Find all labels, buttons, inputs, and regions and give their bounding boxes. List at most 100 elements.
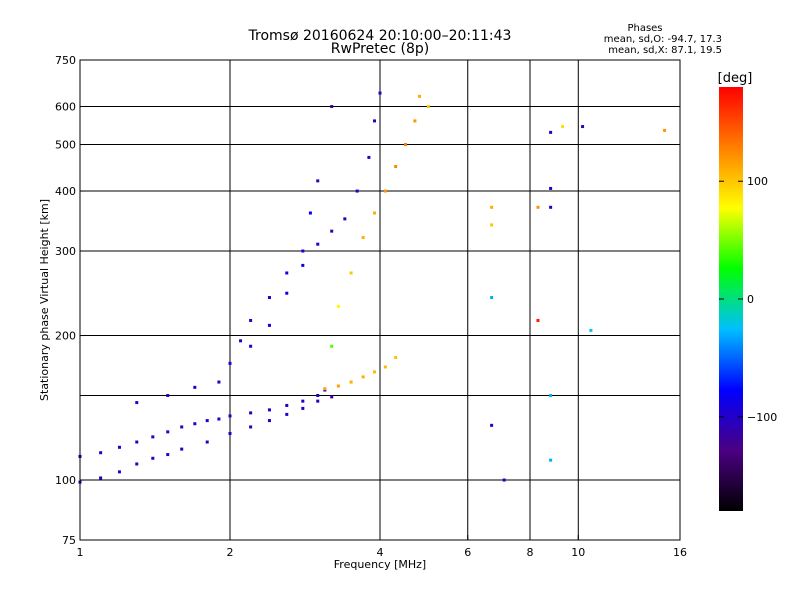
data-point: [549, 394, 553, 398]
data-point: [383, 189, 387, 193]
data-point: [267, 323, 271, 327]
data-point: [166, 453, 170, 457]
data-point: [330, 344, 334, 348]
data-point: [267, 296, 271, 300]
data-point: [581, 125, 585, 129]
data-point: [589, 328, 593, 332]
data-point: [561, 125, 565, 129]
data-point: [330, 105, 334, 109]
data-point: [367, 155, 371, 159]
data-point: [308, 211, 312, 215]
data-point: [426, 105, 430, 109]
y-axis-label: Stationary phase Virtual Height [km]: [38, 199, 51, 401]
y-tick-label: 75: [62, 534, 76, 547]
x-axis-label: Frequency [MHz]: [334, 558, 426, 571]
colorbar-unit-label: [deg]: [718, 71, 753, 86]
data-point: [285, 403, 289, 407]
data-point: [663, 128, 667, 132]
data-point: [285, 271, 289, 275]
x-tick-label: 10: [571, 546, 585, 559]
data-point: [180, 425, 184, 429]
data-point: [267, 419, 271, 423]
data-point: [301, 249, 305, 253]
data-point: [135, 401, 139, 405]
data-point: [549, 205, 553, 209]
data-point: [99, 476, 103, 480]
data-point: [301, 263, 305, 267]
data-point: [536, 205, 540, 209]
colorbar-tick-label: 100: [747, 175, 768, 188]
data-point: [117, 470, 121, 474]
data-point: [394, 355, 398, 359]
phase-stats-x-mode: mean, sd,X: 87.1, 19.5: [608, 45, 722, 56]
data-point: [490, 205, 494, 209]
phase-stats-o-mode: mean, sd,O: -94.7, 17.3: [604, 34, 722, 45]
data-point: [361, 236, 365, 240]
colorbar-tick-label: 0: [747, 293, 754, 306]
data-point: [316, 394, 320, 398]
data-point: [301, 399, 305, 403]
chart-subtitle: RwPretec (8p): [331, 41, 429, 57]
data-point: [336, 304, 340, 308]
data-point: [549, 186, 553, 190]
data-point: [373, 119, 377, 123]
data-point: [249, 425, 253, 429]
data-point: [378, 91, 382, 95]
data-point: [361, 375, 365, 379]
x-tick-label: 2: [227, 546, 234, 559]
data-point: [490, 223, 494, 227]
data-point: [117, 445, 121, 449]
data-point: [373, 370, 377, 374]
data-point: [228, 432, 232, 436]
data-point: [267, 408, 271, 412]
data-point: [330, 229, 334, 233]
data-point: [316, 399, 320, 403]
data-point: [536, 318, 540, 322]
data-point: [166, 394, 170, 398]
data-points: [78, 91, 667, 484]
y-tick-label: 200: [55, 330, 76, 343]
data-point: [355, 189, 359, 193]
data-point: [151, 456, 155, 460]
data-point: [249, 411, 253, 415]
data-point: [413, 119, 417, 123]
data-point: [135, 440, 139, 444]
y-tick-label: 400: [55, 185, 76, 198]
data-point: [394, 164, 398, 168]
data-point: [228, 414, 232, 418]
x-tick-label: 8: [527, 546, 534, 559]
data-point: [316, 179, 320, 183]
data-point: [316, 242, 320, 246]
x-tick-label: 6: [464, 546, 471, 559]
data-point: [301, 406, 305, 410]
grid-lines: [80, 60, 680, 540]
data-point: [99, 451, 103, 455]
y-tick-label: 750: [55, 54, 76, 67]
data-point: [217, 380, 221, 384]
data-point: [205, 440, 209, 444]
data-point: [193, 422, 197, 426]
data-point: [373, 211, 377, 215]
data-point: [193, 385, 197, 389]
data-point: [349, 271, 353, 275]
data-point: [135, 462, 139, 466]
y-axis-ticks: 75 100 200 300 400 500 600 750: [55, 54, 85, 547]
data-point: [239, 339, 243, 343]
data-point: [343, 217, 347, 221]
y-tick-label: 500: [55, 139, 76, 152]
y-tick-label: 600: [55, 101, 76, 114]
data-point: [249, 318, 253, 322]
data-point: [549, 458, 553, 462]
data-point: [151, 435, 155, 439]
data-point: [417, 94, 421, 98]
phase-stats-heading: Phases: [627, 23, 662, 34]
data-point: [490, 296, 494, 300]
y-tick-label: 100: [55, 474, 76, 487]
colorbar-tick-label: −100: [747, 411, 777, 424]
data-point: [549, 130, 553, 134]
data-point: [403, 143, 407, 147]
data-point: [228, 361, 232, 365]
data-point: [249, 344, 253, 348]
x-axis-ticks: 1 2 4 6 8 10 16: [77, 535, 687, 559]
data-point: [323, 387, 327, 391]
